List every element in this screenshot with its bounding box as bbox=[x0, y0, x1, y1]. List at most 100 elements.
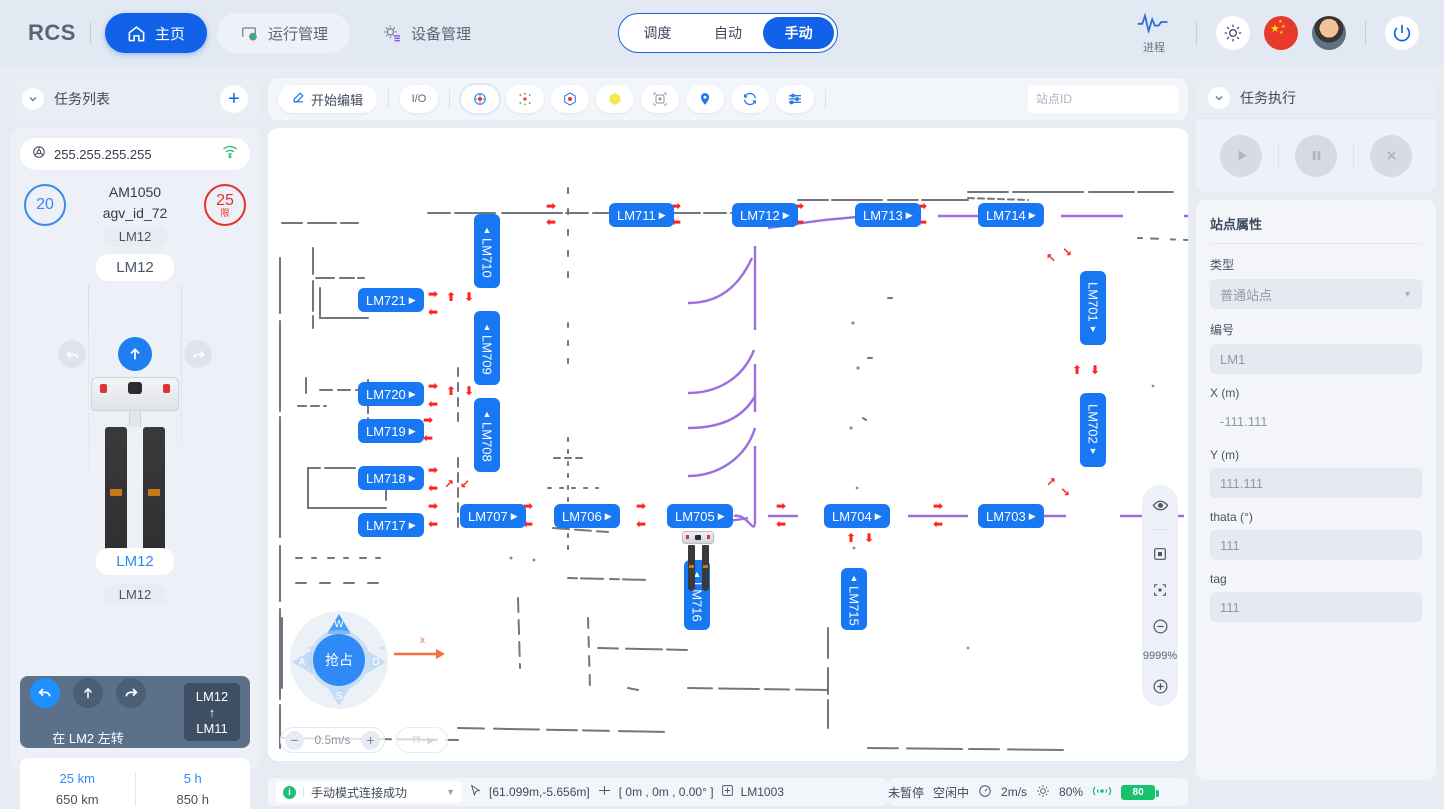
chevron-down-icon[interactable] bbox=[1208, 87, 1230, 109]
zoom-out-button[interactable] bbox=[1148, 614, 1172, 638]
path-arrow: ↙ bbox=[460, 477, 471, 491]
process-button[interactable]: 进程 bbox=[1124, 11, 1184, 55]
connection-status-select[interactable]: i 手动模式连接成功 ▼ bbox=[276, 781, 462, 803]
fit-square-icon[interactable] bbox=[1148, 542, 1172, 566]
map-node-lm708[interactable]: ▲ LM708 bbox=[474, 398, 500, 472]
stop-button[interactable] bbox=[1370, 134, 1412, 177]
field-number-input[interactable]: LM1 bbox=[1210, 344, 1422, 374]
map-node-lm713[interactable]: LM713 ▶ bbox=[855, 203, 921, 227]
nav-home[interactable]: 主页 bbox=[104, 13, 207, 53]
map-node-lm710[interactable]: ▲ LM710 bbox=[474, 214, 500, 288]
chevron-down-icon[interactable]: ▼ bbox=[446, 787, 455, 797]
map-node-lm712[interactable]: LM712 ▶ bbox=[732, 203, 798, 227]
map-pin-icon[interactable] bbox=[686, 85, 725, 113]
map-node-lm721[interactable]: LM721 ▶ bbox=[358, 288, 424, 312]
speed-stepper[interactable]: − 0.5m/s + bbox=[280, 727, 385, 753]
path-arrow: ➡ bbox=[428, 499, 439, 513]
agv-ip: 255.255.255.255 bbox=[54, 146, 152, 162]
eye-icon[interactable] bbox=[1148, 493, 1172, 517]
robot-zone-icon[interactable] bbox=[641, 85, 680, 113]
station-icon[interactable] bbox=[461, 85, 500, 113]
refresh-icon[interactable] bbox=[731, 85, 770, 113]
joystick-right[interactable]: D bbox=[366, 650, 386, 674]
mode-option-schedule[interactable]: 调度 bbox=[643, 25, 672, 41]
map-node-lm717[interactable]: LM717 ▶ bbox=[358, 513, 424, 537]
guidance-right-icon[interactable] bbox=[116, 677, 146, 708]
polygon-icon[interactable] bbox=[596, 85, 635, 113]
play-button[interactable] bbox=[1220, 134, 1262, 177]
map-node-lm715[interactable]: ▲ LM715 bbox=[841, 568, 867, 630]
target-area-icon[interactable] bbox=[551, 85, 590, 113]
search-input[interactable] bbox=[1036, 92, 1191, 106]
field-x-input[interactable]: -111.111 bbox=[1220, 413, 1268, 429]
map-node-lm720[interactable]: LM720 ▶ bbox=[358, 382, 424, 406]
flag-china-icon[interactable]: ★ ★ ★ ★ bbox=[1264, 16, 1298, 50]
agv-ip-row[interactable]: 255.255.255.255 bbox=[20, 138, 250, 170]
map-node-lm719[interactable]: LM719 ▶ bbox=[358, 419, 424, 443]
center-target-icon[interactable] bbox=[1148, 578, 1172, 602]
guidance-left-icon[interactable] bbox=[30, 677, 60, 708]
map-node-lm705[interactable]: LM705 ▶ bbox=[667, 504, 733, 528]
forklift-neck bbox=[129, 411, 141, 427]
turn-right-button[interactable] bbox=[184, 340, 212, 368]
pallet-button[interactable]: ▶ bbox=[396, 727, 448, 753]
map-node-lm711[interactable]: LM711 ▶ bbox=[609, 203, 674, 227]
map-node-lm701[interactable]: LM701 ▼ bbox=[1080, 271, 1106, 345]
start-edit-button[interactable]: 开始编辑 bbox=[278, 85, 378, 113]
chevron-down-icon[interactable]: ▼ bbox=[1403, 289, 1412, 299]
mode-option-auto[interactable]: 自动 bbox=[714, 25, 742, 41]
fork-sensor-left bbox=[110, 489, 122, 496]
avatar[interactable] bbox=[1312, 16, 1346, 50]
map-node-lm718[interactable]: LM718 ▶ bbox=[358, 466, 424, 490]
speed-increase-button[interactable]: + bbox=[360, 730, 380, 750]
speed-value: 0.5m/s bbox=[314, 733, 351, 747]
map-node-lm706[interactable]: LM706 ▶ bbox=[554, 504, 620, 528]
field-type-select[interactable]: 普通站点 ▼ bbox=[1210, 279, 1422, 309]
filter-sliders-icon[interactable] bbox=[776, 85, 815, 113]
field-theta-input[interactable]: 111 bbox=[1210, 530, 1422, 560]
map-node-lm702[interactable]: LM702 ▼ bbox=[1080, 393, 1106, 467]
guide-line-right bbox=[181, 285, 182, 535]
map-node-lm704[interactable]: LM704 ▶ bbox=[824, 504, 890, 528]
mode-option-manual[interactable]: 手动 bbox=[763, 17, 835, 49]
zoom-in-button[interactable] bbox=[1148, 674, 1172, 698]
io-button[interactable]: I/O bbox=[400, 85, 439, 113]
task-execution-header[interactable]: 任务执行 bbox=[1196, 78, 1436, 118]
joystick-up[interactable]: W bbox=[327, 614, 351, 634]
pause-button[interactable] bbox=[1295, 134, 1337, 177]
field-y-input[interactable]: 111.111 bbox=[1210, 468, 1422, 498]
chevron-down-icon[interactable] bbox=[22, 88, 44, 110]
nav-operations[interactable]: 运行管理 bbox=[216, 13, 350, 53]
map-node-lm716[interactable]: ▲ LM716 bbox=[684, 560, 710, 630]
robot-lamp-left bbox=[686, 535, 689, 539]
map-node-lm707[interactable]: LM707 ▶ bbox=[460, 504, 526, 528]
priority-badge: 20 bbox=[24, 184, 66, 226]
scatter-points-icon[interactable] bbox=[506, 85, 545, 113]
path-arrow: ➡ bbox=[794, 199, 805, 213]
joystick-down[interactable]: S bbox=[327, 686, 351, 706]
mode-switch[interactable]: 调度 自动 手动 bbox=[618, 13, 838, 53]
turn-left-button[interactable] bbox=[58, 340, 86, 368]
station-search[interactable] bbox=[1028, 85, 1210, 113]
nav-devices[interactable]: 设备管理 bbox=[360, 13, 493, 53]
agv-next-station-pill: LM12 bbox=[96, 254, 174, 281]
nav-home-label: 主页 bbox=[154, 25, 185, 43]
brightness-icon[interactable] bbox=[1216, 16, 1250, 50]
speed-limit-unit: 限 bbox=[220, 207, 230, 218]
map-node-lm714[interactable]: LM714 ▶ bbox=[978, 203, 1044, 227]
add-task-button[interactable]: + bbox=[220, 85, 248, 113]
field-tag-input[interactable]: 111 bbox=[1210, 592, 1422, 622]
joystick-left[interactable]: A bbox=[292, 650, 312, 674]
forward-button[interactable] bbox=[118, 337, 152, 371]
speed-decrease-button[interactable]: − bbox=[285, 730, 304, 750]
power-icon[interactable] bbox=[1385, 16, 1419, 50]
manual-joystick[interactable]: W A 抢占 D S bbox=[290, 611, 388, 709]
joystick-preempt-button[interactable]: 抢占 bbox=[313, 634, 365, 686]
map-node-lm709[interactable]: ▲ LM709 bbox=[474, 311, 500, 385]
map-canvas[interactable]: ▲ LM710 ▲ LM709 ▲ LM708 LM711 ▶ LM712 ▶ LM713… bbox=[268, 128, 1188, 761]
guidance-straight-icon[interactable] bbox=[73, 677, 103, 708]
map-node-lm703[interactable]: LM703 ▶ bbox=[978, 504, 1044, 528]
toolbar-divider-3 bbox=[825, 89, 827, 109]
map-view-controls: 9999% bbox=[1142, 485, 1178, 706]
task-list-header[interactable]: 任务列表 + bbox=[10, 78, 260, 120]
